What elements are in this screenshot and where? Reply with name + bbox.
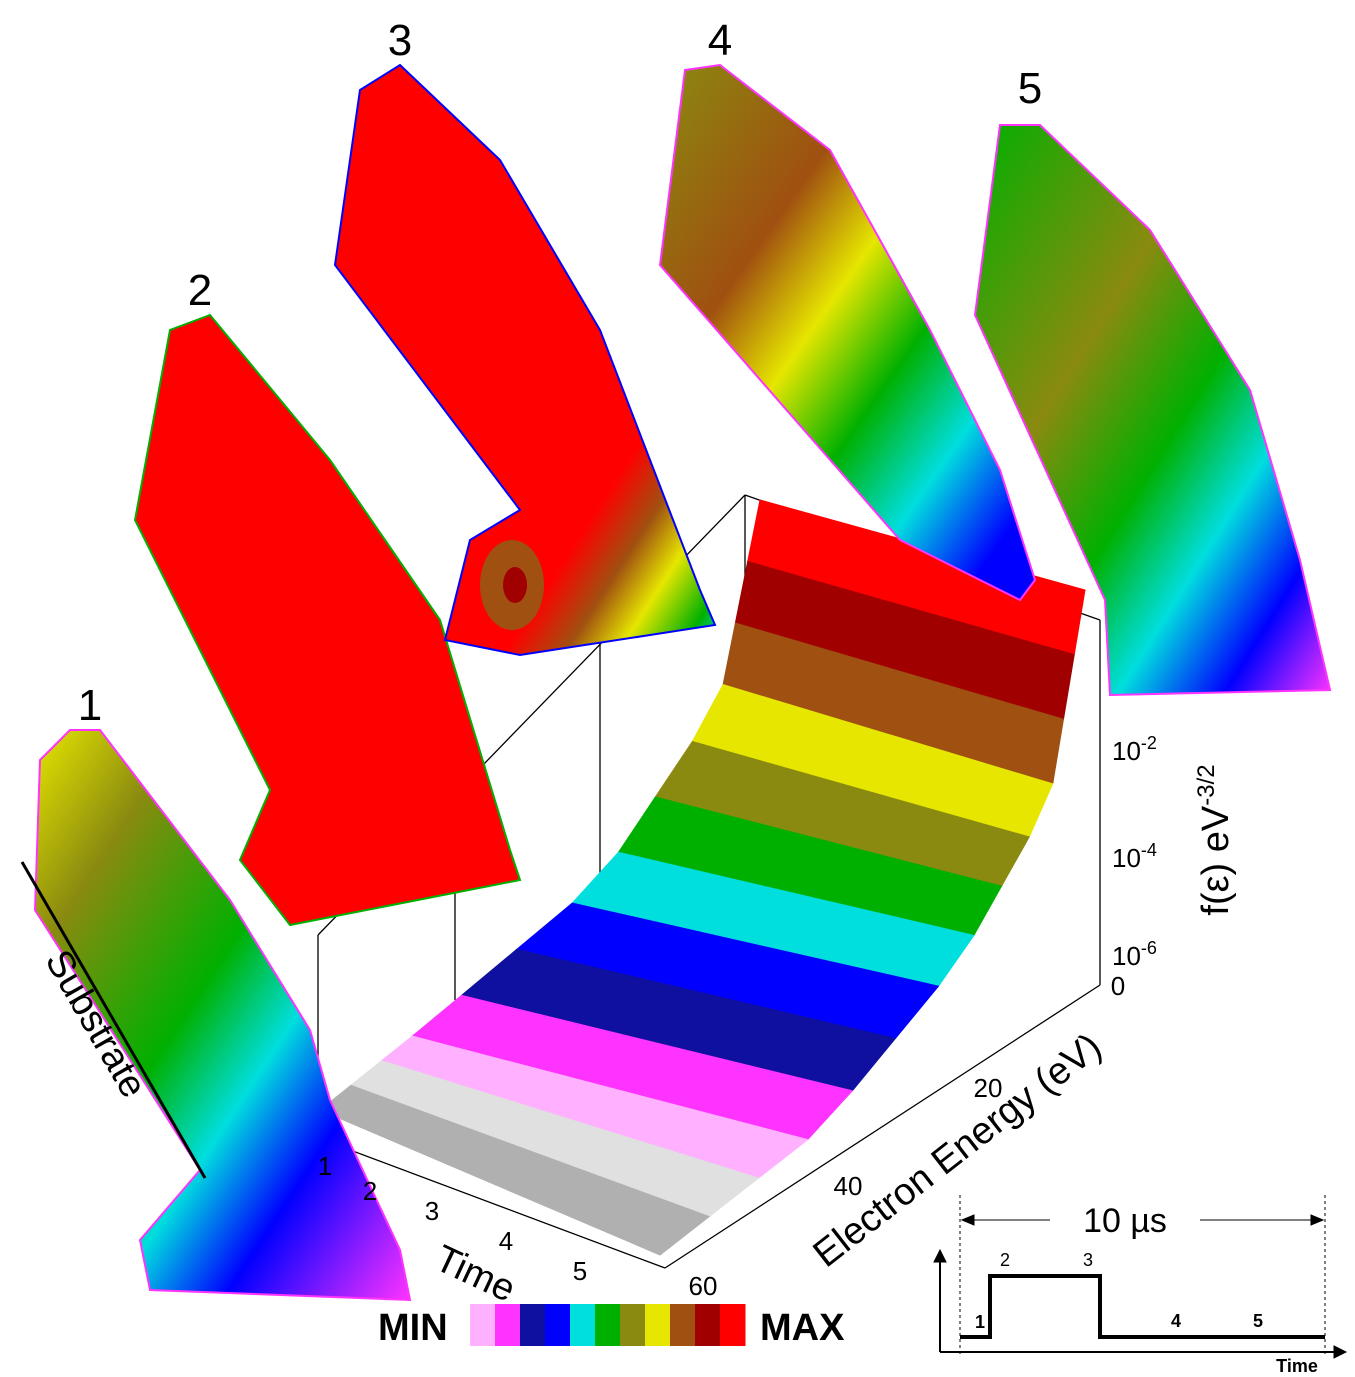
colorbar-min: MIN (378, 1307, 448, 1349)
panel-label: 3 (388, 16, 412, 65)
colorbar-swatch (570, 1304, 596, 1346)
colorbar-swatch (620, 1304, 646, 1346)
panel-label: 5 (1018, 64, 1042, 113)
time-tick-label: 2 (363, 1176, 377, 1206)
colorbar-swatch (470, 1304, 496, 1346)
inset-phase-label: 4 (1171, 1311, 1181, 1331)
f-tick-label: 10-2 (1112, 733, 1157, 766)
inset-phase-label: 3 (1083, 1250, 1093, 1270)
time-tick-label: 1 (318, 1151, 332, 1181)
f-tick-label: 10-4 (1112, 840, 1157, 873)
f-tick-exp: -2 (1141, 733, 1157, 753)
panel-label: 2 (188, 266, 212, 315)
f-tick-base: 10 (1112, 736, 1141, 766)
colorbar-swatch (520, 1304, 546, 1346)
time-tick-label: 5 (573, 1256, 587, 1286)
inset-phases: 1 2 3 4 5 (975, 1250, 1263, 1332)
colorbar-swatch (695, 1304, 721, 1346)
colorbar (470, 1304, 746, 1346)
f-tick-exp: -4 (1141, 840, 1157, 860)
energy-tick-label: 40 (834, 1171, 863, 1201)
inset-phase-label: 2 (1000, 1250, 1010, 1270)
panel-surface-4 (660, 65, 1035, 600)
panel-label: 1 (78, 681, 102, 730)
time-tick-label: 3 (425, 1196, 439, 1226)
f-ticks: 10-210-410-6 (1112, 733, 1157, 971)
panel-label: 4 (708, 16, 732, 65)
f-tick-label: 10-6 (1112, 938, 1157, 971)
inset-phase-label: 1 (975, 1312, 985, 1332)
f-axis-label: f(ε) eV-3/2 (1193, 764, 1237, 915)
colorbar-swatch (645, 1304, 671, 1346)
colorbar-max: MAX (760, 1307, 845, 1349)
energy-tick-label: 60 (689, 1271, 718, 1301)
inset-duration: 10 µs (1083, 1202, 1167, 1240)
time-tick-label: 4 (499, 1226, 513, 1256)
colorbar-swatch (595, 1304, 621, 1346)
figure: 12345 Substrate 12345 Time 0204060 Elect… (0, 0, 1355, 1377)
colorbar-swatch (720, 1304, 746, 1346)
inset-x-label: Time (1276, 1356, 1318, 1376)
colorbar-swatch (545, 1304, 571, 1346)
panel-3-core (503, 567, 527, 603)
colorbar-swatch (495, 1304, 521, 1346)
inset-phase-label: 5 (1253, 1311, 1263, 1331)
colorbar-swatch (670, 1304, 696, 1346)
f-tick-exp: -6 (1141, 938, 1157, 958)
energy-tick-label: 0 (1111, 971, 1125, 1001)
f-tick-base: 10 (1112, 843, 1141, 873)
f-tick-base: 10 (1112, 941, 1141, 971)
